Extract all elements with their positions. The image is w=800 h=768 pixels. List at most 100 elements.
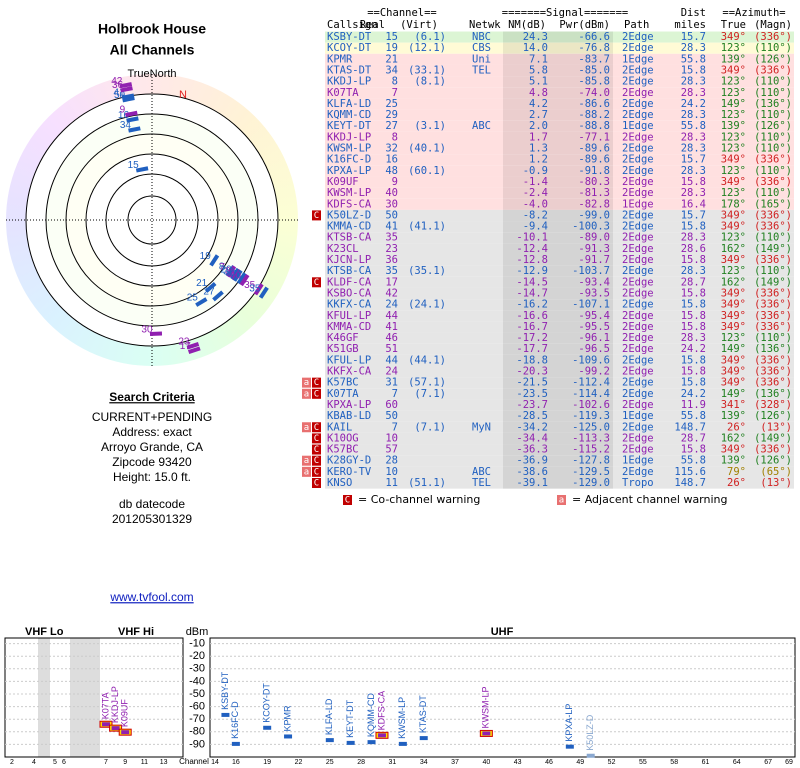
signal-shade (503, 109, 613, 121)
cell-nm: -12.8 (516, 254, 548, 266)
cell-path: 2Edge (622, 109, 654, 121)
cell-callsign: KQMM-CD (327, 109, 371, 121)
cell-true: 349° (721, 299, 746, 311)
cell-pwr: -89.0 (578, 232, 610, 244)
cell-true: 123° (721, 165, 746, 177)
warning-icon-letter: a (304, 467, 309, 477)
station-label: 16 (118, 110, 130, 121)
row-background (325, 109, 794, 121)
cell-path: 2Edge (622, 165, 654, 177)
cell-true: 123° (721, 76, 746, 88)
cell-callsign: KKFX-CA (327, 366, 372, 378)
cell-netwk: CBS (472, 42, 491, 54)
cell-nm: -10.1 (516, 232, 548, 244)
cell-magn: (149°) (754, 243, 792, 255)
criteria-title: Search Criteria (109, 390, 195, 404)
cell-nm: -12.4 (516, 243, 548, 255)
warning-icon-letter: C (345, 496, 350, 506)
cell-virt: (60.1) (408, 165, 446, 177)
row-background (325, 98, 794, 110)
station-label: KQMM-CD (366, 693, 376, 737)
cell-dist: 16.4 (681, 198, 706, 210)
cell-true: 349° (721, 366, 746, 378)
cell-path: 1Edge (622, 198, 654, 210)
cell-virt: (6.1) (414, 31, 446, 43)
station-label: 36 (112, 80, 124, 91)
warning-icon-letter: C (314, 434, 319, 444)
cell-true: 123° (721, 143, 746, 155)
cell-true: 26° (727, 477, 746, 489)
cell-pwr: -88.8 (578, 120, 610, 132)
cell-virt: (44.1) (408, 354, 446, 366)
cell-pwr: -113.3 (572, 432, 610, 444)
y-tick-label: -60 (189, 701, 205, 713)
station-bar (565, 744, 574, 749)
warning-icon (302, 466, 311, 477)
x-tick-label: 67 (764, 759, 772, 766)
warning-icon (312, 444, 321, 455)
cell-true: 349° (721, 321, 746, 333)
cell-nm: -28.5 (516, 410, 548, 422)
cell-virt: (24.1) (408, 299, 446, 311)
cell-magn: (126°) (754, 53, 792, 65)
cell-virt: (35.1) (408, 265, 446, 277)
warning-icon-letter: C (314, 423, 319, 433)
signal-shade (503, 76, 613, 88)
cell-magn: (136°) (754, 98, 792, 110)
cell-callsign: KWSM-LP (327, 143, 371, 155)
cell-callsign: KFUL-LP (327, 354, 371, 366)
cell-callsign: K51GB (327, 343, 359, 355)
warning-icon (302, 455, 311, 466)
cell-nm: -39.1 (516, 477, 548, 489)
cell-magn: (110°) (754, 165, 792, 177)
station-bar (419, 736, 428, 741)
station-label: K09UF (120, 699, 130, 728)
cell-real: 48 (385, 165, 398, 177)
row-background (325, 120, 794, 132)
cell-real: 31 (385, 377, 398, 389)
signal-shade (503, 354, 613, 366)
station-mark (120, 86, 133, 93)
cell-pwr: -125.0 (572, 421, 610, 433)
x-tick-label: 9 (123, 759, 127, 766)
station-bar (586, 753, 595, 758)
warning-icon-letter: C (314, 467, 319, 477)
y-tick-label: -40 (189, 675, 205, 687)
x-tick-label: 55 (639, 759, 647, 766)
station-mark (195, 297, 208, 307)
signal-shade (503, 287, 613, 300)
cell-real: 28 (385, 455, 398, 467)
x-tick-label: 13 (160, 759, 168, 766)
cell-callsign: KNSO (327, 477, 352, 489)
row-background (325, 265, 794, 277)
row-background (325, 198, 794, 210)
cell-real: 19 (385, 42, 398, 54)
cell-magn: (336°) (754, 366, 792, 378)
row-background (325, 287, 794, 300)
x-tick-label: 2 (10, 759, 14, 766)
cell-dist: 15.8 (681, 299, 706, 311)
site-link[interactable]: www.tvfool.com (109, 590, 193, 604)
station-mark (122, 96, 135, 103)
signal-shade (503, 254, 613, 266)
site-link-text[interactable]: www.tvfool.com (109, 590, 193, 604)
cell-real: 24 (385, 299, 398, 311)
vhf-band-gap (70, 638, 100, 757)
cell-magn: (110°) (754, 232, 792, 244)
cell-virt: (33.1) (408, 64, 446, 76)
cell-pwr: -95.4 (578, 310, 610, 322)
cell-path: 2Edge (622, 343, 654, 355)
cell-real: 34 (385, 64, 398, 76)
cell-path: 2Edge (622, 209, 654, 221)
cell-magn: (110°) (754, 187, 792, 199)
vhf-band-gap (38, 638, 50, 757)
signal-shade (503, 299, 613, 311)
signal-shade (503, 343, 613, 355)
x-tick-label: 14 (211, 759, 219, 766)
cell-path: 2Edge (622, 221, 654, 233)
cell-path: 2Edge (622, 310, 654, 322)
cell-path: 2Edge (622, 131, 654, 143)
row-background (325, 466, 794, 478)
cell-real: 10 (385, 466, 398, 478)
cell-path: 2Edge (622, 299, 654, 311)
